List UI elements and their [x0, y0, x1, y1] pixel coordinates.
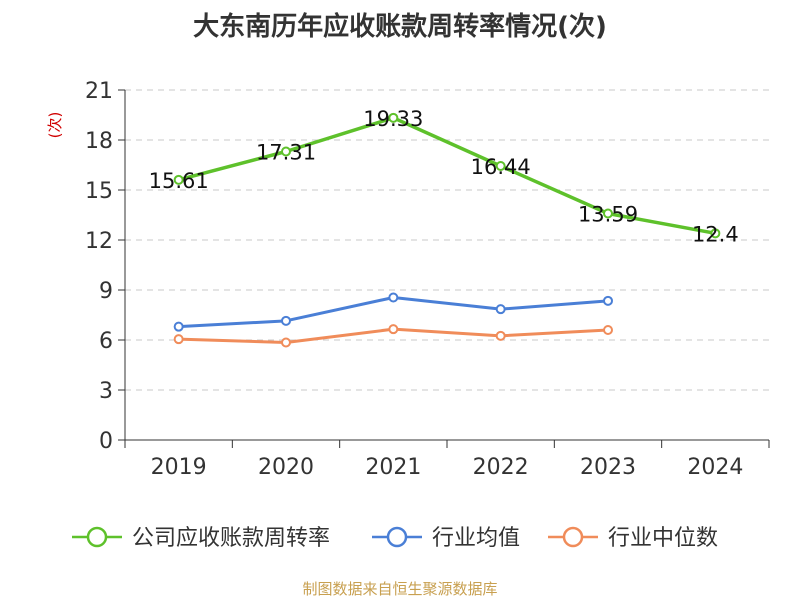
- data-point[interactable]: [388, 292, 399, 303]
- legend-label: 行业均值: [432, 526, 520, 551]
- legend-swatch-marker: [562, 526, 584, 548]
- y-axis-unit: (次): [46, 112, 64, 139]
- data-point[interactable]: [281, 146, 291, 157]
- data-label: 15.61: [149, 169, 209, 193]
- x-tick-label: 2019: [151, 455, 207, 480]
- y-tick-label: 15: [85, 179, 113, 204]
- data-label: 16.44: [471, 155, 531, 179]
- source-note: 制图数据来自恒生聚源数据库: [302, 580, 497, 598]
- data-point[interactable]: [495, 304, 506, 315]
- y-tick-label: 3: [99, 379, 113, 404]
- data-point[interactable]: [495, 161, 506, 171]
- x-tick-label: 2020: [258, 455, 314, 480]
- data-label: 19.33: [363, 107, 423, 131]
- y-tick-label: 21: [85, 79, 113, 104]
- data-point[interactable]: [173, 334, 184, 345]
- data-point[interactable]: [603, 208, 613, 219]
- data-point[interactable]: [281, 337, 291, 348]
- legend-item[interactable]: 公司应收账款周转率: [72, 526, 330, 551]
- chart-title: 大东南历年应收账款周转率情况(次): [193, 11, 607, 42]
- data-point[interactable]: [388, 112, 399, 123]
- x-tick-label: 2024: [687, 455, 743, 480]
- data-label: 13.59: [578, 203, 638, 227]
- series-line: [178, 116, 716, 236]
- y-tick-label: 6: [99, 329, 113, 354]
- data-point[interactable]: [495, 330, 506, 341]
- y-axis: 0 3 6 9 12 15 18 21: [85, 79, 126, 454]
- y-tick-label: 0: [99, 429, 113, 454]
- data-point[interactable]: [388, 324, 399, 335]
- data-point[interactable]: [710, 228, 721, 239]
- series-1: [173, 292, 613, 332]
- series-group: 15.61 17.31 19.33 16.44 13.59 12.4: [149, 107, 739, 348]
- legend-swatch-marker: [86, 526, 108, 548]
- data-point[interactable]: [173, 174, 184, 185]
- x-axis: 2019 2020 2021 2022 2023 2024: [124, 439, 770, 480]
- x-tick-label: 2021: [365, 455, 421, 480]
- grid-lines: [125, 89, 769, 391]
- y-tick-label: 12: [85, 229, 113, 254]
- data-point[interactable]: [603, 325, 613, 335]
- x-tick-label: 2023: [580, 455, 636, 480]
- data-label: 17.31: [256, 141, 316, 165]
- y-tick-label: 18: [85, 129, 113, 154]
- data-label: 12.4: [692, 222, 739, 246]
- y-tick-label: 9: [99, 279, 113, 304]
- legend-swatch-marker: [386, 526, 408, 548]
- data-point[interactable]: [281, 315, 291, 326]
- x-tick-label: 2022: [473, 455, 529, 480]
- legend-label: 行业中位数: [608, 526, 718, 551]
- series-2: [173, 324, 613, 348]
- series-0: 15.61 17.31 19.33 16.44 13.59 12.4: [149, 107, 739, 246]
- legend-label: 公司应收账款周转率: [132, 526, 330, 551]
- legend[interactable]: 公司应收账款周转率 行业均值 行业中位数: [72, 526, 718, 551]
- data-point[interactable]: [603, 295, 613, 306]
- data-point[interactable]: [173, 321, 184, 332]
- legend-item[interactable]: 行业均值: [372, 526, 520, 551]
- legend-item[interactable]: 行业中位数: [548, 526, 718, 551]
